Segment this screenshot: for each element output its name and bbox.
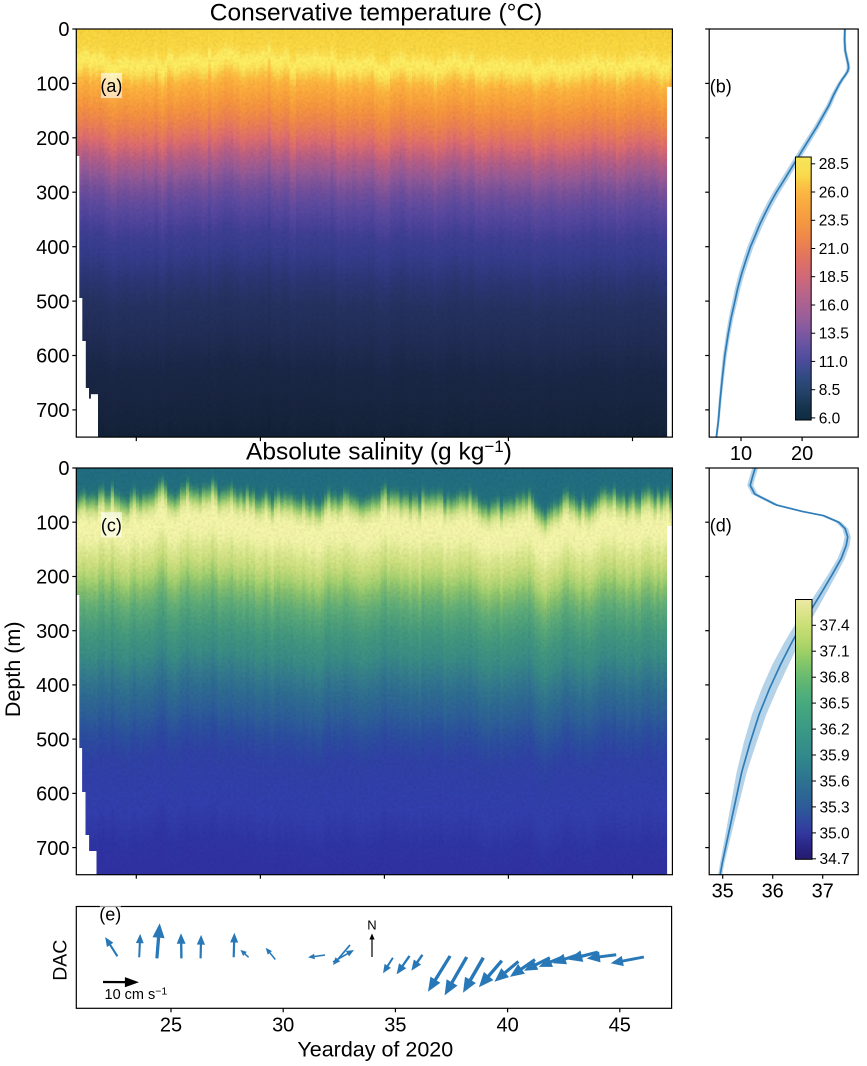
svg-text:Absolute salinity (g kg−1): Absolute salinity (g kg−1) xyxy=(246,437,512,466)
svg-text:16.0: 16.0 xyxy=(819,297,850,314)
svg-text:28.5: 28.5 xyxy=(819,156,849,173)
svg-text:(b): (b) xyxy=(710,76,732,96)
svg-text:36.8: 36.8 xyxy=(820,670,850,687)
svg-text:18.5: 18.5 xyxy=(819,269,849,286)
svg-text:36.5: 36.5 xyxy=(820,696,850,713)
svg-text:(e): (e) xyxy=(99,904,121,924)
svg-text:(d): (d) xyxy=(710,515,732,535)
svg-text:35: 35 xyxy=(712,881,734,903)
svg-text:13.5: 13.5 xyxy=(819,326,849,343)
svg-text:36.2: 36.2 xyxy=(820,722,850,739)
svg-text:10: 10 xyxy=(730,443,752,465)
svg-text:36: 36 xyxy=(762,881,784,903)
svg-text:500: 500 xyxy=(36,729,69,751)
svg-text:(a): (a) xyxy=(100,76,122,96)
svg-text:37.1: 37.1 xyxy=(820,644,850,661)
svg-text:35: 35 xyxy=(384,1014,406,1036)
svg-text:23.5: 23.5 xyxy=(819,213,849,230)
svg-text:200: 200 xyxy=(36,128,69,150)
svg-text:30: 30 xyxy=(272,1014,294,1036)
svg-text:35.6: 35.6 xyxy=(820,773,850,790)
svg-text:600: 600 xyxy=(36,784,69,806)
svg-text:34.7: 34.7 xyxy=(820,851,850,868)
svg-text:N: N xyxy=(367,918,376,933)
svg-text:35.3: 35.3 xyxy=(820,799,850,816)
svg-text:26.0: 26.0 xyxy=(819,184,850,201)
svg-text:400: 400 xyxy=(36,237,69,259)
svg-text:37.4: 37.4 xyxy=(820,618,851,635)
svg-text:Conservative temperature (°C): Conservative temperature (°C) xyxy=(210,0,543,27)
svg-text:200: 200 xyxy=(36,567,69,589)
svg-text:(c): (c) xyxy=(101,515,122,535)
svg-text:40: 40 xyxy=(496,1014,518,1036)
svg-text:Yearday of 2020: Yearday of 2020 xyxy=(297,1038,453,1062)
svg-text:35.9: 35.9 xyxy=(820,747,850,764)
svg-text:11.0: 11.0 xyxy=(819,354,848,371)
svg-text:300: 300 xyxy=(36,182,69,204)
svg-text:Depth (m): Depth (m) xyxy=(1,622,25,718)
svg-text:10 cm s−1: 10 cm s−1 xyxy=(105,986,168,1004)
svg-text:300: 300 xyxy=(36,621,69,643)
svg-text:100: 100 xyxy=(36,74,69,96)
svg-text:DAC: DAC xyxy=(50,940,72,981)
svg-text:20: 20 xyxy=(791,443,813,465)
svg-text:37: 37 xyxy=(812,881,834,903)
svg-text:0: 0 xyxy=(58,19,69,41)
svg-text:35.0: 35.0 xyxy=(820,825,851,842)
svg-text:6.0: 6.0 xyxy=(819,410,841,427)
svg-text:0: 0 xyxy=(58,458,69,480)
svg-text:700: 700 xyxy=(36,400,69,422)
svg-text:100: 100 xyxy=(36,512,69,534)
svg-text:8.5: 8.5 xyxy=(819,382,841,399)
svg-text:400: 400 xyxy=(36,675,69,697)
svg-text:21.0: 21.0 xyxy=(819,241,850,258)
svg-text:45: 45 xyxy=(609,1014,631,1036)
svg-text:600: 600 xyxy=(36,346,69,368)
svg-text:25: 25 xyxy=(160,1014,182,1036)
svg-text:500: 500 xyxy=(36,291,69,313)
svg-text:700: 700 xyxy=(36,838,69,860)
